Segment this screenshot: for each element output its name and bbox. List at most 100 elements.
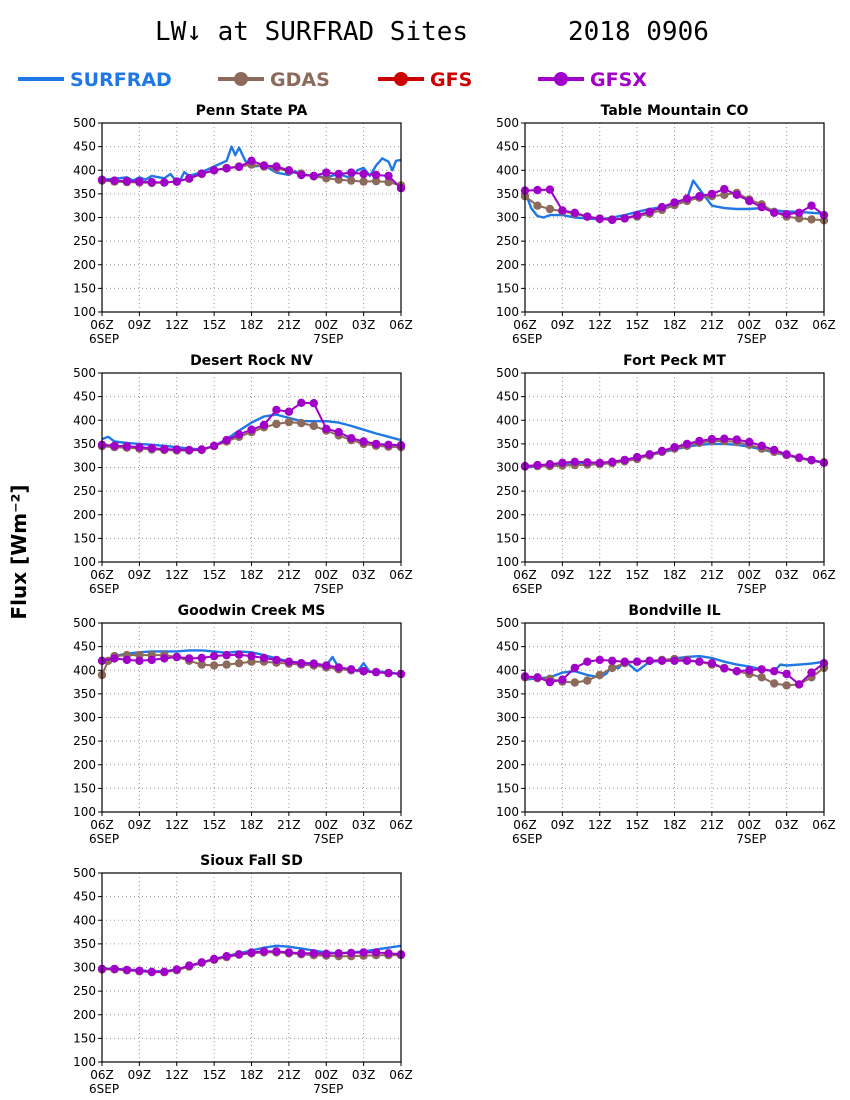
series-surfrad bbox=[101, 649, 402, 676]
x-tick-date: 6SEP bbox=[89, 332, 119, 346]
data-point bbox=[657, 656, 667, 665]
y-tick-label: 400 bbox=[73, 163, 96, 177]
y-tick-label: 100 bbox=[496, 555, 519, 569]
x-tick-label: 15Z bbox=[625, 818, 649, 832]
data-point bbox=[322, 661, 331, 670]
y-tick-label: 500 bbox=[73, 116, 96, 130]
data-point bbox=[384, 177, 393, 187]
y-tick-label: 500 bbox=[73, 616, 96, 630]
panel-penn-state-pa: Penn State PA 100 150 200 250 300 350 400 450 500… bbox=[73, 103, 413, 346]
data-point bbox=[347, 665, 356, 674]
x-tick-label: 12Z bbox=[588, 318, 612, 332]
data-point bbox=[259, 653, 269, 663]
panel-sioux-fall-sd: Sioux Fall SD 100 150 200 250 300 350 400 450 500… bbox=[73, 853, 413, 1096]
data-point bbox=[583, 676, 592, 685]
y-tick-label: 200 bbox=[73, 508, 96, 522]
data-point bbox=[309, 949, 318, 958]
data-point bbox=[782, 669, 791, 679]
data-point bbox=[595, 655, 604, 665]
data-point bbox=[794, 453, 804, 462]
series-gfsx bbox=[97, 650, 406, 679]
data-point bbox=[334, 427, 343, 437]
data-point bbox=[185, 174, 194, 183]
data-point bbox=[110, 176, 119, 185]
y-tick-label: 250 bbox=[73, 984, 96, 998]
data-point bbox=[172, 652, 181, 662]
data-point bbox=[359, 177, 368, 186]
data-point bbox=[234, 430, 244, 439]
data-point bbox=[745, 196, 754, 206]
data-point bbox=[794, 680, 804, 689]
panel-title: Sioux Fall SD bbox=[200, 853, 303, 869]
data-point bbox=[284, 948, 294, 957]
data-point bbox=[284, 407, 294, 416]
legend-label: GFS bbox=[430, 69, 472, 91]
data-point bbox=[272, 655, 281, 665]
panel-desert-rock-nv: Desert Rock NV 100 150 200 250 300 350 400 450 50… bbox=[73, 353, 413, 596]
y-tick-label: 300 bbox=[73, 961, 96, 975]
data-point bbox=[794, 208, 804, 217]
data-point bbox=[570, 678, 579, 687]
y-tick-label: 150 bbox=[73, 531, 96, 545]
y-tick-label: 150 bbox=[496, 781, 519, 795]
figure-title-left: LW↓ at SURFRAD Sites bbox=[155, 17, 468, 47]
grid bbox=[525, 623, 824, 812]
data-point bbox=[209, 166, 219, 175]
y-tick-label: 250 bbox=[496, 734, 519, 748]
y-tick-label: 450 bbox=[73, 890, 96, 904]
panel-title: Bondville IL bbox=[628, 603, 720, 619]
data-point bbox=[284, 166, 294, 175]
panel-title: Table Mountain CO bbox=[601, 103, 749, 119]
data-point bbox=[620, 455, 629, 465]
data-point bbox=[284, 417, 294, 427]
y-tick-label: 150 bbox=[73, 781, 96, 795]
panel-title: Penn State PA bbox=[196, 103, 308, 119]
data-point bbox=[122, 965, 132, 975]
data-point bbox=[645, 207, 654, 216]
y-tick-label: 400 bbox=[496, 163, 519, 177]
x-tick-label: 00Z bbox=[738, 568, 762, 582]
x-tick-label: 18Z bbox=[240, 318, 264, 332]
x-tick-label: 09Z bbox=[128, 818, 152, 832]
data-point bbox=[384, 171, 393, 181]
grid bbox=[102, 873, 401, 1062]
x-tick-label: 12Z bbox=[165, 568, 189, 582]
data-point bbox=[309, 421, 318, 431]
y-tick-label: 300 bbox=[496, 711, 519, 725]
y-tick-label: 200 bbox=[496, 258, 519, 272]
y-axis-label: Flux [Wm⁻²] bbox=[7, 484, 31, 619]
x-tick-label: 15Z bbox=[202, 318, 226, 332]
y-tick-label: 300 bbox=[73, 211, 96, 225]
y-tick-label: 100 bbox=[73, 555, 96, 569]
data-point bbox=[185, 961, 194, 970]
data-point bbox=[185, 445, 194, 455]
y-tick-label: 250 bbox=[496, 234, 519, 248]
x-tick-label: 00Z bbox=[315, 318, 339, 332]
data-point bbox=[272, 947, 281, 956]
legend-marker bbox=[234, 72, 248, 86]
x-tick-label: 09Z bbox=[128, 1068, 152, 1082]
x-tick-label: 12Z bbox=[588, 568, 612, 582]
y-tick-label: 500 bbox=[496, 366, 519, 380]
series-gfsx bbox=[520, 184, 829, 225]
data-point bbox=[770, 667, 779, 676]
data-point bbox=[272, 162, 281, 171]
x-tick-label: 06Z bbox=[812, 818, 836, 832]
data-point bbox=[347, 176, 356, 185]
data-point bbox=[209, 441, 219, 450]
x-tick-label: 06Z bbox=[90, 568, 114, 582]
data-point bbox=[197, 958, 206, 967]
grid bbox=[525, 373, 824, 562]
y-tick-label: 100 bbox=[496, 305, 519, 319]
legend-item-surfrad: SURFRAD bbox=[18, 69, 172, 91]
x-tick-date: 7SEP bbox=[313, 332, 343, 346]
data-point bbox=[745, 437, 754, 447]
data-point bbox=[595, 458, 604, 467]
x-tick-label: 06Z bbox=[389, 318, 413, 332]
data-point bbox=[297, 659, 306, 668]
data-point bbox=[608, 457, 617, 466]
legend: SURFRAD GDAS GFS GFSX bbox=[18, 69, 647, 91]
y-tick-label: 300 bbox=[73, 461, 96, 475]
data-point bbox=[608, 656, 617, 665]
